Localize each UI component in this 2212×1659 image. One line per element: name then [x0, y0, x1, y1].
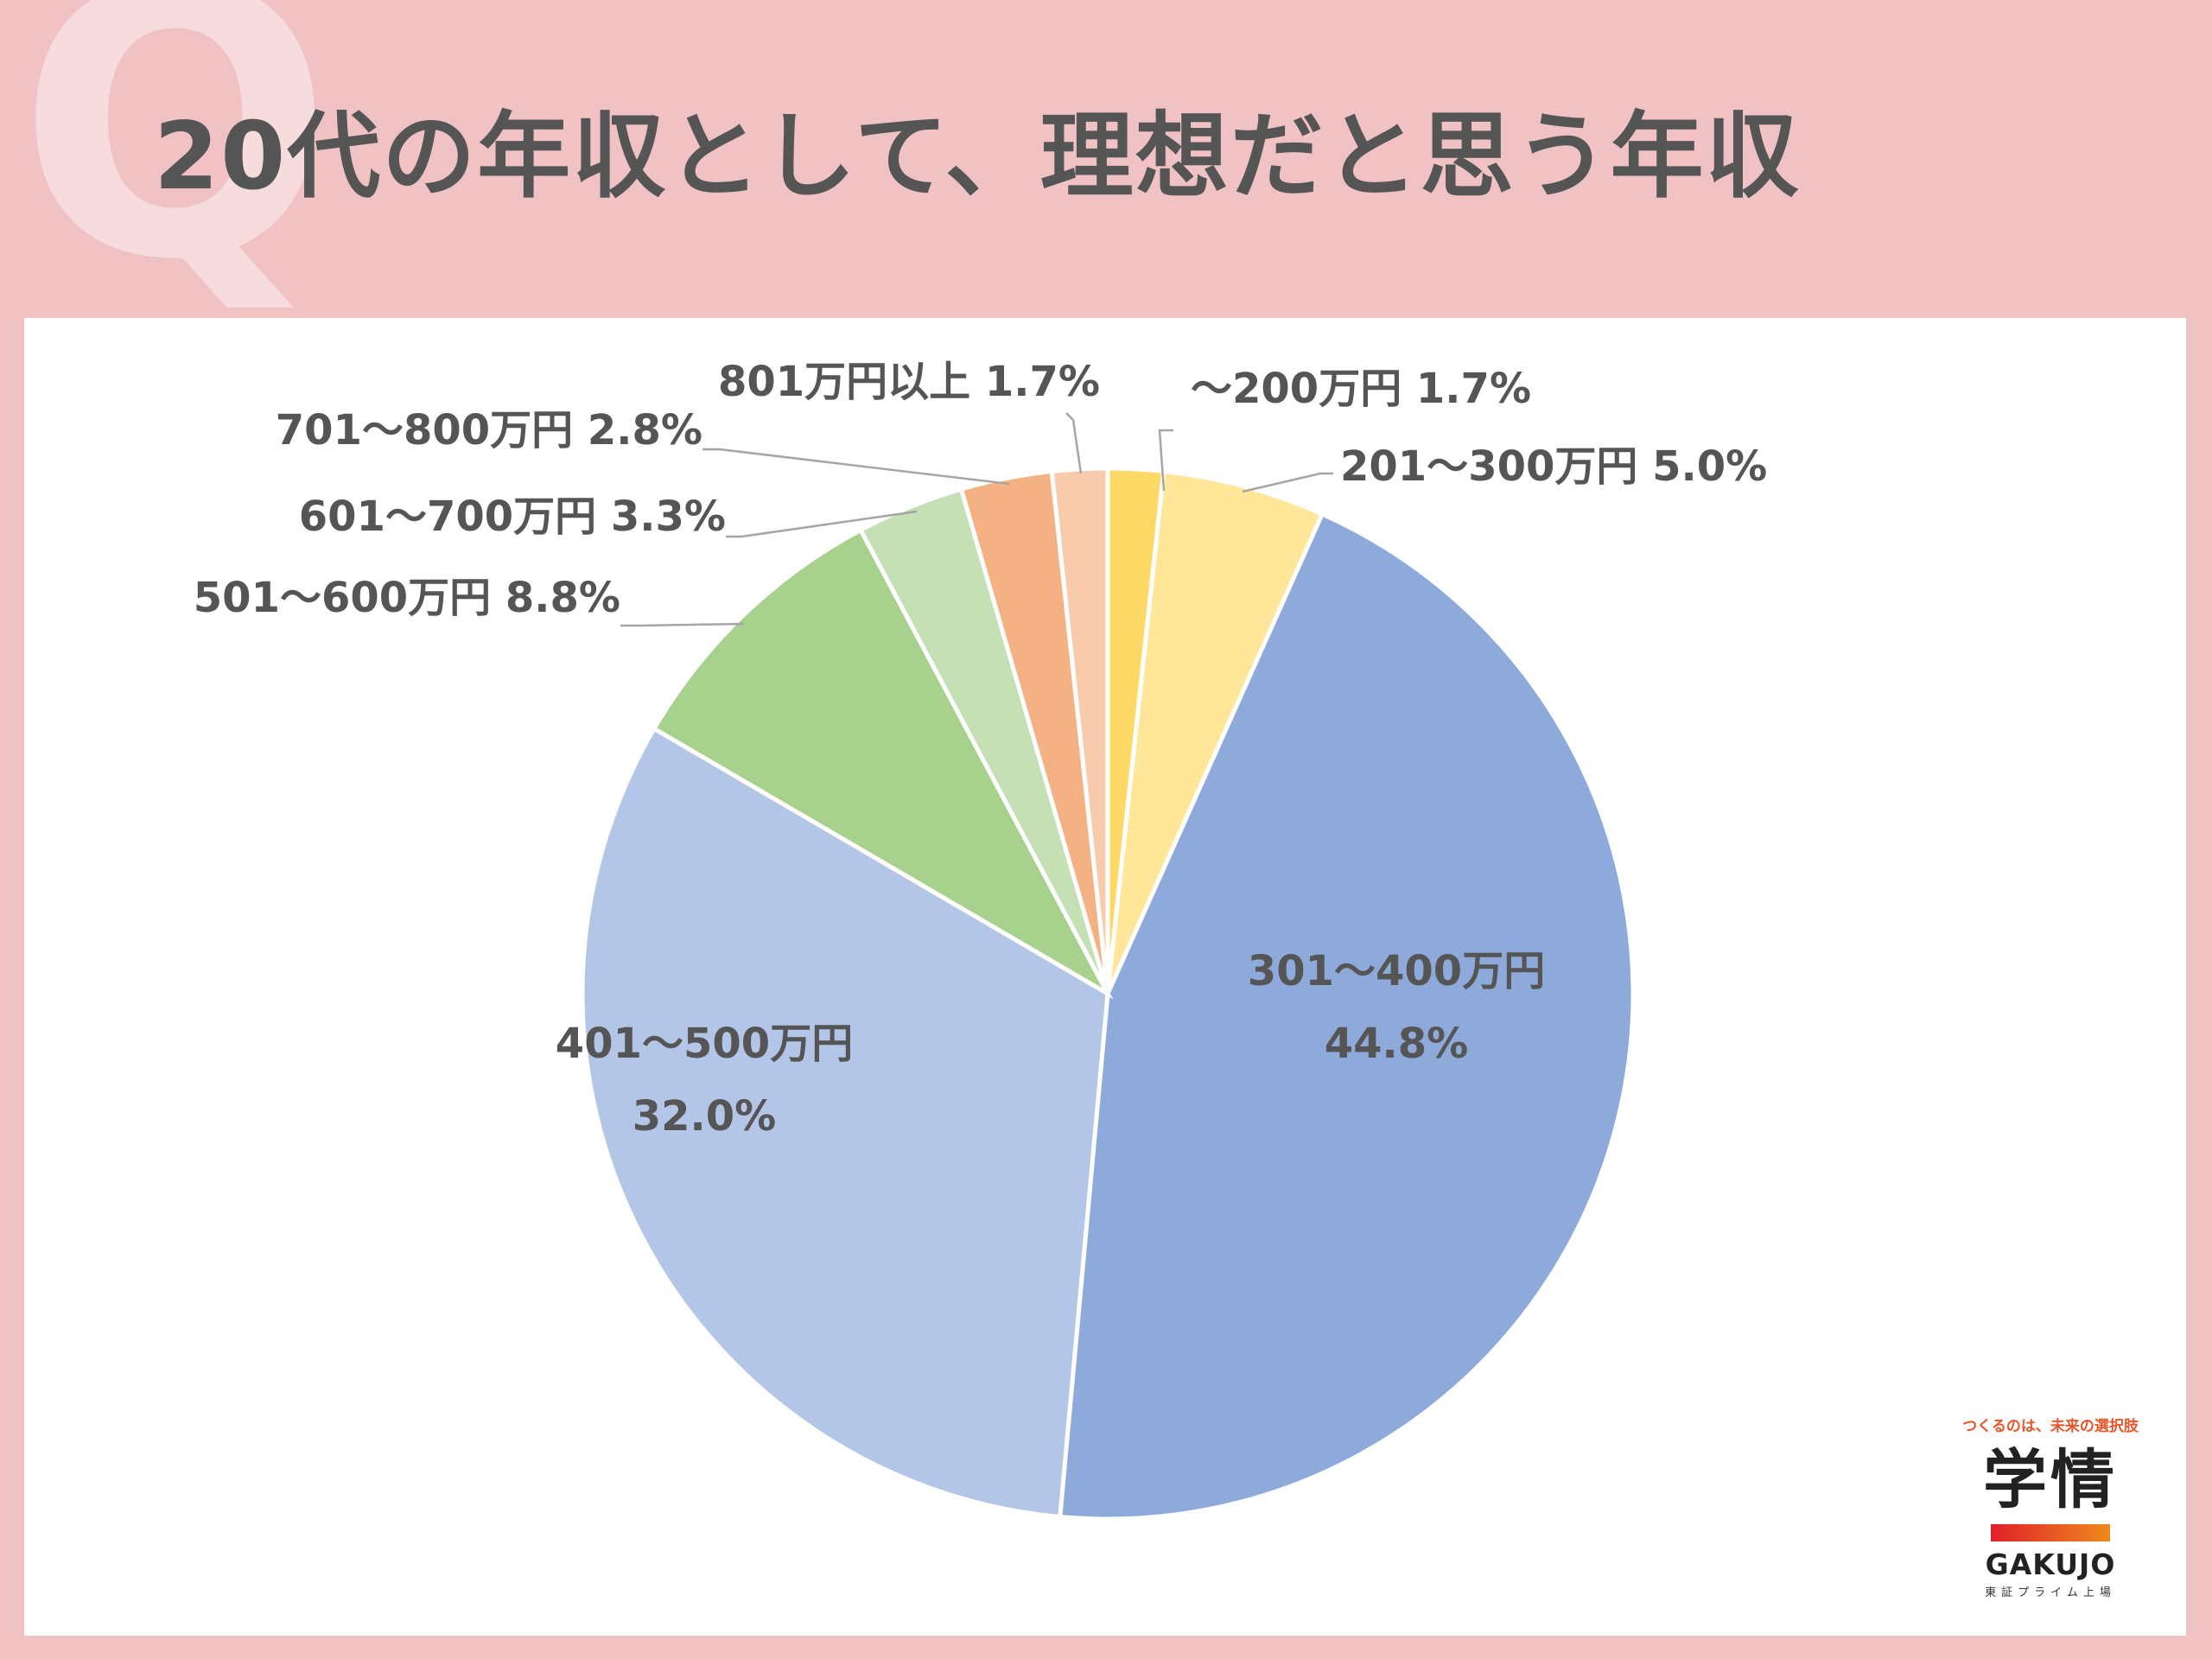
data-label-category: 401～500万円 — [556, 1020, 853, 1068]
logo-kanji: 学情 — [1983, 1443, 2118, 1517]
chart-panel: ～200万円 1.7% 201～300万円 5.0% 301～400万円 44.8% 4… — [24, 318, 2186, 1636]
data-label: 701～800万円 2.8% — [276, 406, 702, 454]
leader-line — [726, 510, 918, 538]
data-label-category: 301～400万円 — [1248, 947, 1545, 995]
data-label-value: 32.0% — [632, 1092, 777, 1141]
leader-line — [1242, 472, 1333, 493]
data-label-value: 44.8% — [1325, 1020, 1469, 1068]
data-label: 601～700万円 3.3% — [299, 493, 726, 541]
data-label: 801万円以上 1.7% — [718, 358, 1100, 406]
leader-line — [620, 622, 745, 627]
pie-slice — [651, 527, 1114, 1000]
data-label: ～200万円 1.7% — [1191, 365, 1531, 413]
data-label: 201～300万円 5.0% — [1340, 442, 1767, 491]
leader-line — [1158, 429, 1173, 492]
leader-line — [1065, 412, 1083, 474]
page-title: 20代の年収として、理想だと思う年収 — [154, 103, 1801, 211]
pie-slice — [1058, 511, 1636, 1522]
pie-slice — [1105, 468, 1325, 995]
q-watermark: Q — [17, 0, 334, 341]
pie-slice — [580, 725, 1110, 1520]
gakujo-logo: つくるのは、未来の選択肢 学情 GAKUJO 東証プライム上場 — [1960, 1414, 2141, 1605]
logo-english: GAKUJO — [1985, 1548, 2116, 1581]
pie-chart: ～200万円 1.7% 201～300万円 5.0% 301～400万円 44.8% 4… — [194, 358, 1767, 1522]
logo-tagline: つくるのは、未来の選択肢 — [1962, 1418, 2139, 1435]
data-label: 501～600万円 8.8% — [194, 574, 620, 622]
logo-listing: 東証プライム上場 — [1985, 1586, 2116, 1599]
leader-line — [702, 448, 1010, 486]
logo-gradient-bar — [1991, 1524, 2110, 1541]
